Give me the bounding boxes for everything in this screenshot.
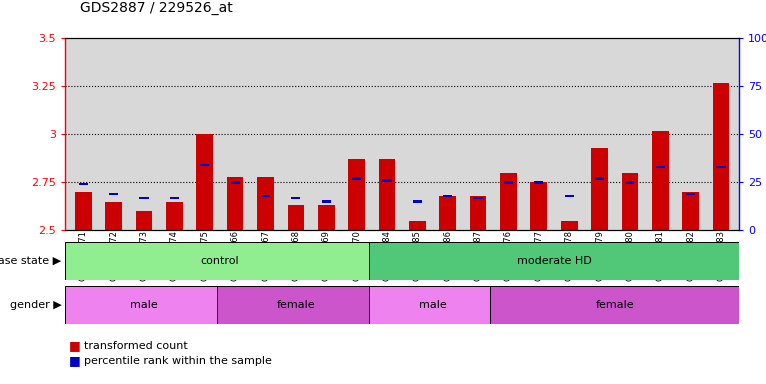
- Bar: [139, 197, 149, 199]
- Bar: [500, 173, 517, 230]
- Text: percentile rank within the sample: percentile rank within the sample: [84, 356, 272, 366]
- Bar: [217, 286, 375, 324]
- Bar: [170, 197, 179, 199]
- Bar: [413, 200, 422, 203]
- Bar: [318, 205, 335, 230]
- Bar: [106, 202, 122, 230]
- Bar: [652, 131, 669, 230]
- Bar: [561, 221, 578, 230]
- Bar: [322, 200, 331, 203]
- Bar: [534, 181, 543, 184]
- Bar: [591, 148, 608, 230]
- Bar: [65, 286, 223, 324]
- Bar: [231, 181, 240, 184]
- Bar: [352, 177, 362, 180]
- Bar: [440, 196, 456, 230]
- Text: ■: ■: [69, 354, 80, 367]
- Bar: [409, 221, 426, 230]
- Text: GDS2887 / 229526_at: GDS2887 / 229526_at: [80, 2, 233, 15]
- Bar: [257, 177, 274, 230]
- Bar: [656, 166, 665, 168]
- Bar: [196, 134, 213, 230]
- Bar: [716, 166, 725, 168]
- Bar: [490, 286, 739, 324]
- Bar: [65, 242, 375, 280]
- Text: disease state ▶: disease state ▶: [0, 256, 61, 266]
- Bar: [712, 83, 729, 230]
- Bar: [136, 211, 152, 230]
- Bar: [530, 182, 547, 230]
- Bar: [595, 177, 604, 180]
- Bar: [443, 195, 452, 197]
- Text: control: control: [201, 256, 239, 266]
- Text: gender ▶: gender ▶: [9, 300, 61, 310]
- Text: male: male: [419, 300, 447, 310]
- Bar: [109, 193, 118, 195]
- Bar: [686, 193, 696, 195]
- Bar: [166, 202, 183, 230]
- Bar: [349, 159, 365, 230]
- Bar: [565, 195, 574, 197]
- Bar: [378, 159, 395, 230]
- Text: transformed count: transformed count: [84, 341, 188, 351]
- Bar: [504, 181, 513, 184]
- Bar: [683, 192, 699, 230]
- Bar: [287, 205, 304, 230]
- Bar: [368, 242, 739, 280]
- Bar: [470, 196, 486, 230]
- Bar: [261, 195, 270, 197]
- Bar: [473, 197, 483, 199]
- Bar: [200, 164, 209, 166]
- Bar: [291, 197, 300, 199]
- Bar: [382, 179, 391, 182]
- Text: female: female: [595, 300, 634, 310]
- Text: female: female: [277, 300, 315, 310]
- Bar: [75, 192, 92, 230]
- Bar: [368, 286, 496, 324]
- Bar: [625, 181, 634, 184]
- Bar: [227, 177, 244, 230]
- Text: male: male: [130, 300, 158, 310]
- Bar: [79, 183, 88, 185]
- Bar: [621, 173, 638, 230]
- Text: ■: ■: [69, 339, 80, 352]
- Text: moderate HD: moderate HD: [516, 256, 591, 266]
